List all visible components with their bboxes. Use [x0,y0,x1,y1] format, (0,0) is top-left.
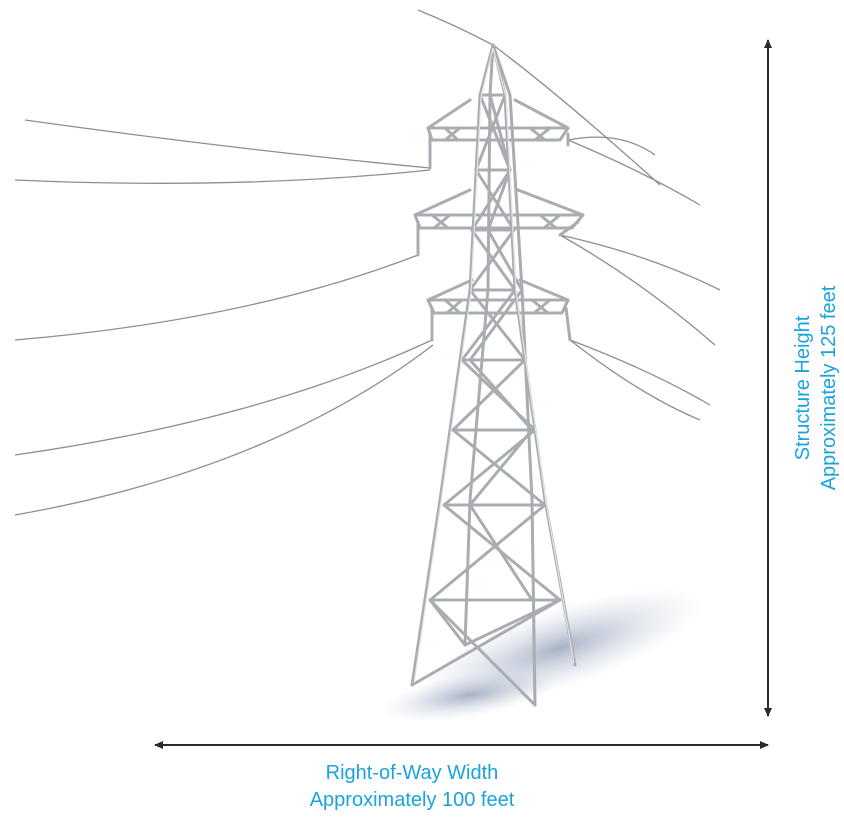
tower-highlights [413,47,575,684]
lattice-tower [410,43,585,707]
right-of-way-width-label: Right-of-Way Width Approximately 100 fee… [262,760,562,814]
tower-shadow [381,588,704,722]
structure-height-label: Structure Height Approximately 125 feet [790,198,842,578]
height-label-line2: Approximately 125 feet [818,285,840,491]
height-label-line1: Structure Height [792,315,814,461]
width-label-line1: Right-of-Way Width [325,762,499,784]
conductor-wires [14,9,721,516]
width-label-line2: Approximately 100 feet [309,789,515,811]
